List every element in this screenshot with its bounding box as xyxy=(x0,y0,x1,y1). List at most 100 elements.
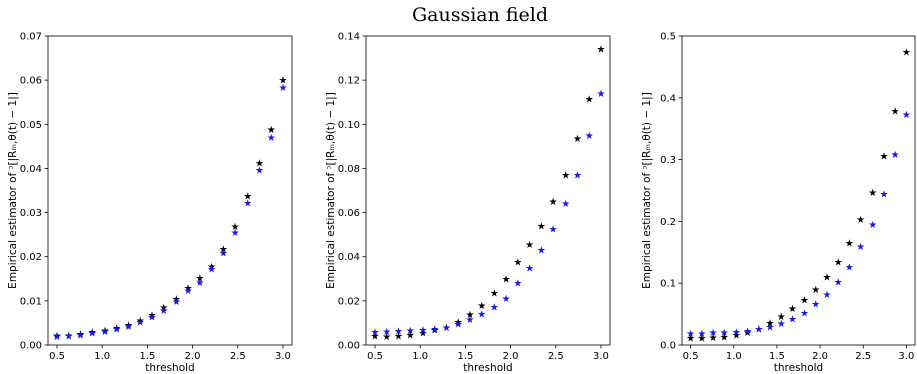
data-point: ★ xyxy=(219,244,228,255)
data-point: ★ xyxy=(267,133,276,144)
data-point: ★ xyxy=(231,228,240,239)
data-point: ★ xyxy=(195,278,204,289)
data-point: ★ xyxy=(159,306,168,317)
data-point: ★ xyxy=(100,327,109,338)
data-point: ★ xyxy=(219,249,228,260)
data-point: ★ xyxy=(136,316,145,327)
data-point: ★ xyxy=(100,326,109,337)
data-point: ★ xyxy=(88,328,97,339)
data-point: ★ xyxy=(502,294,511,305)
data-point: ★ xyxy=(278,83,287,94)
data-point: ★ xyxy=(732,331,741,342)
data-point: ★ xyxy=(585,94,594,105)
data-point: ★ xyxy=(549,197,558,208)
y-tick-label: 0.00 xyxy=(338,341,360,352)
x-tick-label: 2.0 xyxy=(503,351,519,362)
figure-title: Gaussian field xyxy=(412,4,548,26)
data-point: ★ xyxy=(64,332,73,343)
data-point: ★ xyxy=(596,89,605,100)
x-tick-label: 1.5 xyxy=(139,351,155,362)
x-tick-label: 2.5 xyxy=(855,351,871,362)
plot-frame xyxy=(47,35,293,346)
data-point: ★ xyxy=(112,324,121,335)
data-point: ★ xyxy=(159,303,168,314)
data-point: ★ xyxy=(585,131,594,142)
data-point: ★ xyxy=(53,331,62,342)
x-tick-label: 3.0 xyxy=(275,351,291,362)
data-point: ★ xyxy=(856,242,865,253)
data-point: ★ xyxy=(147,313,156,324)
data-point: ★ xyxy=(720,332,729,343)
data-point: ★ xyxy=(868,188,877,199)
y-tick-label: 0.08 xyxy=(338,164,360,175)
y-tick-label: 0.02 xyxy=(338,296,360,307)
x-tick-label: 2.5 xyxy=(548,351,564,362)
x-tick-label: 1.0 xyxy=(412,351,428,362)
data-point: ★ xyxy=(418,328,427,339)
data-point: ★ xyxy=(430,325,439,336)
y-tick-label: 0.1 xyxy=(660,279,676,290)
data-point: ★ xyxy=(754,324,763,335)
data-point: ★ xyxy=(537,246,546,257)
data-point: ★ xyxy=(697,334,706,345)
data-point: ★ xyxy=(549,225,558,236)
data-point: ★ xyxy=(561,199,570,210)
y-tick-label: 0.4 xyxy=(660,93,676,104)
data-point: ★ xyxy=(53,332,62,343)
data-point: ★ xyxy=(697,329,706,340)
data-point: ★ xyxy=(278,76,287,87)
data-point: ★ xyxy=(845,263,854,274)
data-point: ★ xyxy=(879,190,888,201)
y-tick-label: 0.03 xyxy=(20,208,42,219)
data-point: ★ xyxy=(766,323,775,334)
data-point: ★ xyxy=(267,125,276,136)
y-tick-label: 0.06 xyxy=(338,208,360,219)
x-tick-label: 2.5 xyxy=(230,351,246,362)
x-tick-label: 3.0 xyxy=(593,351,609,362)
y-tick-label: 0.05 xyxy=(20,120,42,131)
data-point: ★ xyxy=(231,222,240,233)
y-tick-label: 0.06 xyxy=(20,76,42,87)
data-point: ★ xyxy=(891,106,900,117)
y-tick-label: 0.00 xyxy=(20,341,42,352)
y-tick-label: 0.12 xyxy=(338,76,360,87)
data-point: ★ xyxy=(766,318,775,329)
plot-frame xyxy=(365,35,611,346)
data-point: ★ xyxy=(596,45,605,56)
data-point: ★ xyxy=(371,328,380,339)
data-point: ★ xyxy=(800,308,809,319)
data-point: ★ xyxy=(88,329,97,340)
data-point: ★ xyxy=(879,151,888,162)
data-point: ★ xyxy=(172,295,181,306)
data-point: ★ xyxy=(442,323,451,334)
data-point: ★ xyxy=(777,312,786,323)
data-point: ★ xyxy=(720,328,729,339)
data-point: ★ xyxy=(465,315,474,326)
data-point: ★ xyxy=(788,304,797,315)
data-point: ★ xyxy=(207,265,216,276)
data-point: ★ xyxy=(64,331,73,342)
data-point: ★ xyxy=(686,329,695,340)
data-point: ★ xyxy=(822,273,831,284)
data-point: ★ xyxy=(430,326,439,337)
data-point: ★ xyxy=(561,171,570,182)
data-point: ★ xyxy=(371,332,380,343)
data-point: ★ xyxy=(382,327,391,338)
data-point: ★ xyxy=(788,315,797,326)
data-point: ★ xyxy=(800,295,809,306)
x-tick-label: 1.0 xyxy=(94,351,110,362)
data-point: ★ xyxy=(243,198,252,209)
data-point: ★ xyxy=(184,284,193,295)
x-tick-label: 0.5 xyxy=(49,351,65,362)
data-point: ★ xyxy=(207,262,216,273)
data-point: ★ xyxy=(502,274,511,285)
data-point: ★ xyxy=(754,324,763,335)
data-point: ★ xyxy=(124,321,133,332)
data-point: ★ xyxy=(172,297,181,308)
plot-frame xyxy=(681,35,916,346)
chart-panel-3: 0.5 1.0 1.5 2.0 2.5 3.0 0.0 0.1 0.2 0.3 0.4 0.5 thre… xyxy=(641,32,916,374)
data-point: ★ xyxy=(394,326,403,337)
data-point: ★ xyxy=(454,320,463,331)
data-point: ★ xyxy=(525,240,534,251)
data-point: ★ xyxy=(822,290,831,301)
